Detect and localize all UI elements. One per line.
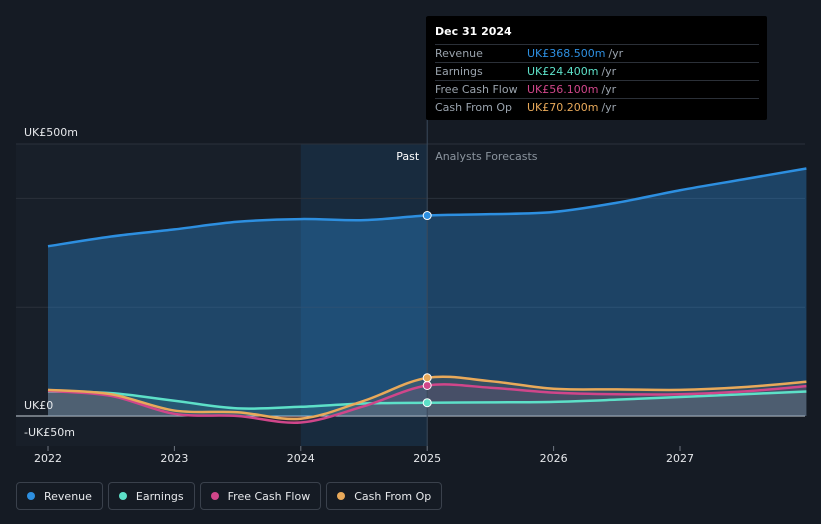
legend-dot-icon [27,492,35,500]
x-tick-label-2023: 2023 [160,452,188,465]
legend-item-earnings[interactable]: Earnings [107,482,195,510]
past-highlight-region [300,144,428,446]
highlight-markers [422,211,432,408]
chart-legend: Revenue Earnings Free Cash Flow Cash From O… [16,482,443,510]
tooltip-series-value: UK£56.100m [527,83,599,96]
legend-label: Cash From Op [354,489,432,503]
legend-label: Earnings [135,489,184,503]
tooltip-unit: /yr [601,65,617,78]
y-axis-top-label: UK£500m [24,126,78,139]
x-tick-label-2022: 2022 [34,452,62,465]
tooltip-row-cash-from-op: Cash From Op UK£70.200m/yr [435,99,759,116]
gridlines [16,143,805,417]
legend-item-cash-from-op[interactable]: Cash From Op [326,482,443,510]
legend-dot-icon [118,492,127,500]
cash-from-op-marker [422,373,432,383]
tooltip-row-free-cash-flow: Free Cash Flow UK£56.100m/yr [435,81,759,99]
tooltip-row-revenue: Revenue UK£368.500m/yr [435,45,759,63]
tooltip-series-name: Cash From Op [435,101,513,114]
past-label: Past [396,150,420,163]
tooltip-row-earnings: Earnings UK£24.400m/yr [435,63,759,81]
x-tick-label-2027: 2027 [666,452,694,465]
y-axis-zero-label: UK£0 [24,399,53,412]
y-axis-bottom-label: -UK£50m [24,426,75,439]
tooltip-unit: /yr [601,83,617,96]
legend-item-revenue[interactable]: Revenue [16,482,103,510]
x-axis-ticks: 2022 2023 2024 2025 2026 2027 [34,446,694,465]
legend-label: Free Cash Flow [227,489,311,503]
x-tick-label-2025: 2025 [413,452,441,465]
forecast-label: Analysts Forecasts [435,150,538,163]
tooltip-date: Dec 31 2024 [435,25,759,45]
tooltip-series-name: Free Cash Flow [435,83,518,96]
revenue-marker [422,211,432,221]
legend-dot-icon [337,492,346,500]
earnings-marker [422,398,432,408]
free-cash-flow-line [47,383,807,425]
legend-label: Revenue [44,489,92,503]
legend-item-free-cash-flow[interactable]: Free Cash Flow [199,482,322,510]
free-cash-flow-marker [422,380,432,390]
x-tick-label-2024: 2024 [287,452,315,465]
tooltip-series-value: UK£368.500m [527,47,606,60]
x-tick-label-2026: 2026 [540,452,568,465]
tooltip-series-value: UK£24.400m [527,65,599,78]
tooltip-unit: /yr [601,101,617,114]
tooltip-series-name: Revenue [435,47,483,60]
tooltip-series-name: Earnings [435,65,483,78]
tooltip-rows: Revenue UK£368.500m/yr Earnings UK£24.400m /… [435,45,759,116]
legend-dot-icon [210,492,219,500]
data-tooltip: Dec 31 2024 Revenue UK£368.500m/yr Earning… [426,16,767,120]
tooltip-series-value: UK£70.200m [527,101,599,114]
tooltip-unit: /yr [608,47,624,60]
